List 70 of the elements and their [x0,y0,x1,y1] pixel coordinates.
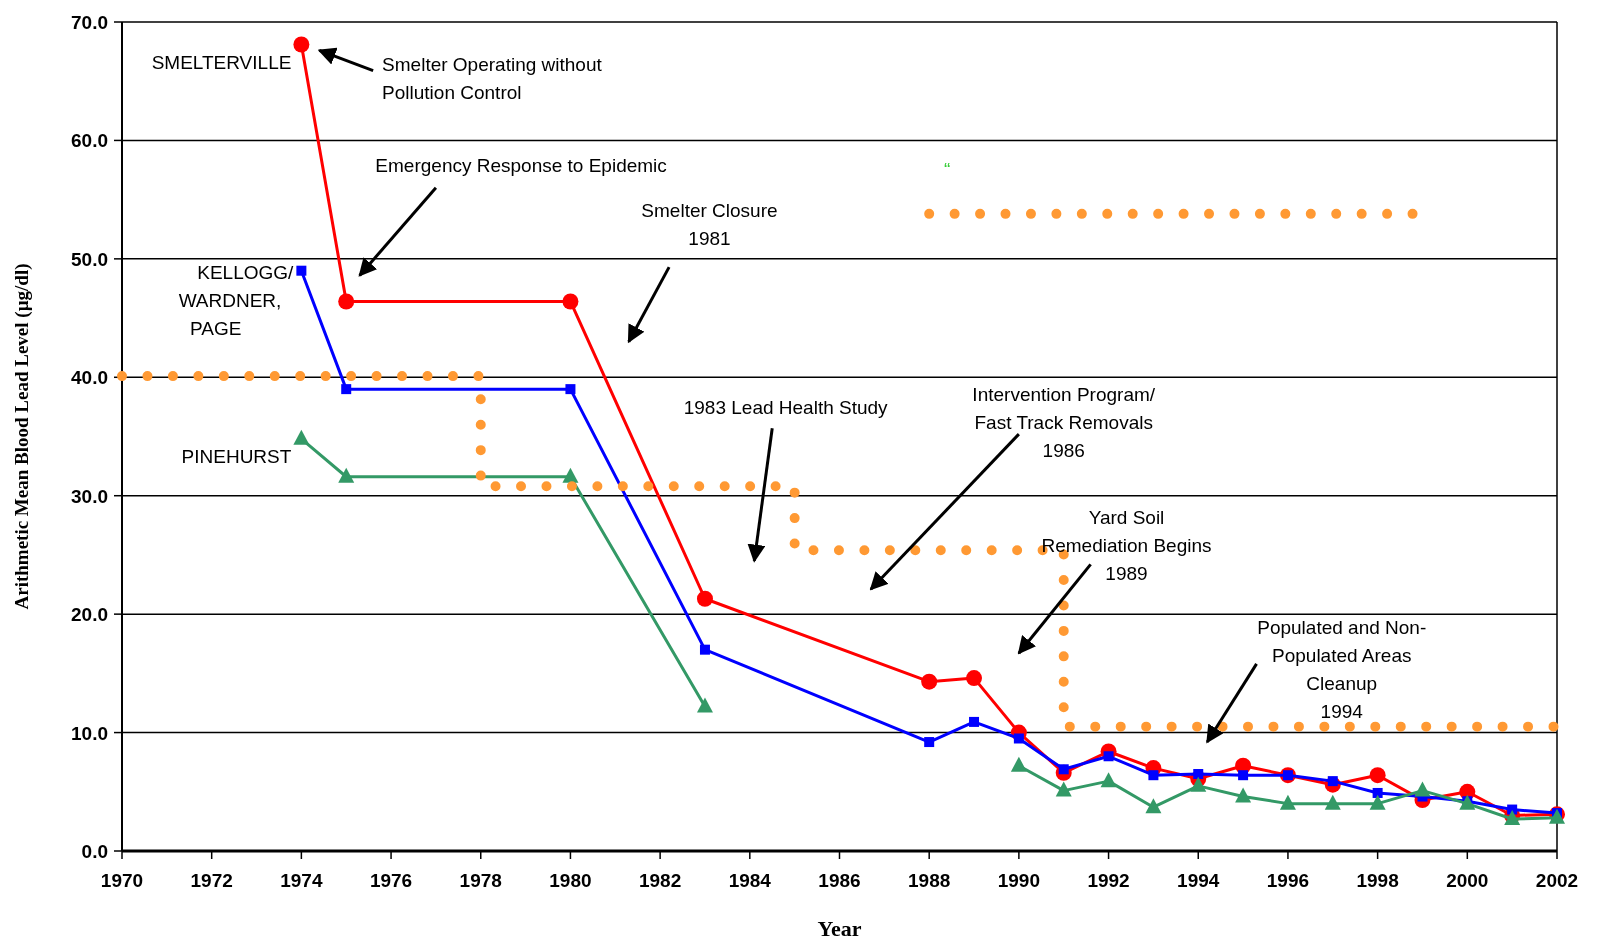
point [966,670,983,687]
point [1148,770,1159,781]
y-tick-label: 70.0 [71,12,108,33]
x-tick-label: 1976 [369,870,413,891]
point [562,467,579,483]
y-tick-label: 50.0 [71,248,108,270]
point [1010,756,1027,772]
point [699,644,710,655]
point [1369,767,1386,784]
point [565,384,576,395]
x-tick-label: 1988 [908,870,951,891]
point [1324,794,1341,810]
annotation: Yard Soil Remediation Begins 1989 [1041,507,1212,585]
series-label: KELLOGG/ WARDNER, PAGE [178,261,295,339]
y-tick-label: 10.0 [71,722,108,744]
x-tick-label: 1974 [280,870,323,891]
point [924,737,935,748]
x-axis-title: Year [817,916,862,941]
point [1279,794,1296,810]
point [1238,770,1249,781]
series-label: SMELTERVILLE [151,51,292,73]
point [696,590,713,607]
x-tick-label: 1984 [728,870,772,891]
point [293,36,310,53]
x-tick-label: 1996 [1266,870,1310,891]
point [338,467,355,483]
point [1235,787,1252,803]
x-tick-label: 1986 [818,870,861,891]
point [1145,798,1162,814]
x-tick-label: 1994 [1177,870,1220,891]
x-tick-label: 1978 [459,870,502,891]
x-tick-label: 1992 [1087,870,1130,891]
point [1190,776,1207,792]
annotation: Populated and Non- Populated Areas Cleanup 1994 [1257,617,1427,723]
point [1414,781,1431,797]
y-tick-label: 40.0 [71,367,108,389]
annotation: Emergency Response to Epidemic [375,155,667,177]
point [1369,794,1386,810]
point [1372,787,1383,798]
y-tick-label: 30.0 [71,485,108,507]
point [293,429,310,445]
y-tick-label: 0.0 [81,841,108,862]
point [1013,733,1024,744]
point [696,697,713,713]
y-tick-label: 60.0 [71,130,108,152]
x-tick-label: 1980 [549,870,592,891]
point [921,673,938,690]
point [1103,751,1114,762]
x-tick-label: 1982 [638,870,682,891]
point [341,384,352,395]
y-axis-title: Arithmetic Mean Blood Lead Level (µg/dl) [11,263,33,610]
x-tick-label: 2002 [1535,870,1579,891]
x-tick-label: 1990 [997,870,1041,891]
annotation: Intervention Program/ Fast Track Removals 1986 [972,383,1156,461]
annotation: Smelter Closure 1981 [641,200,778,250]
point [1100,772,1117,788]
point [296,265,307,276]
annotation: “ [943,158,951,180]
y-tick-label: 20.0 [71,604,108,626]
point [562,293,579,310]
point [1055,781,1072,797]
x-tick-label: 1972 [190,870,233,891]
point [338,293,355,310]
annotation: 1983 Lead Health Study [683,397,889,418]
x-tick-label: 1998 [1356,870,1399,891]
series-label: PINEHURST [181,445,292,467]
point [969,716,980,727]
x-tick-label: 2000 [1446,870,1489,891]
x-tick-label: 1970 [100,870,144,891]
annotation: Smelter Operating without Pollution Control [382,53,603,103]
